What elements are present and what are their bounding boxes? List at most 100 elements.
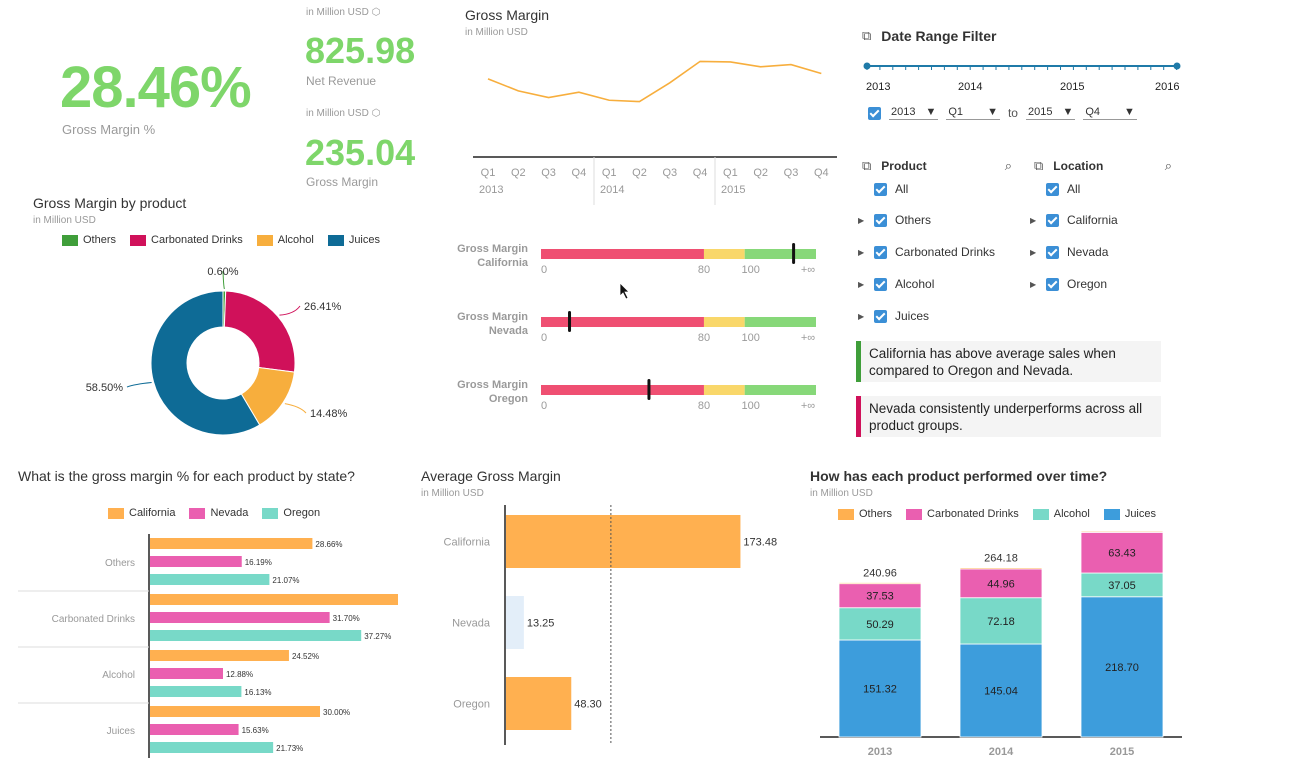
mouse-cursor-icon — [619, 282, 630, 300]
stacked-title: How has each product performed over time… — [810, 468, 1108, 484]
state-bar — [150, 742, 274, 753]
legend-label: Others — [859, 508, 893, 520]
legend-swatch — [189, 507, 206, 519]
stacked-total-label: 264.18 — [984, 553, 1018, 565]
dropdown-arrow-icon: ▼ — [1062, 106, 1074, 118]
legend-label: Nevada — [210, 507, 249, 519]
bullet-tick-label: +∞ — [801, 332, 815, 344]
bullet-marker — [647, 379, 651, 400]
donut-data-label: 58.50% — [86, 382, 124, 394]
stacked-segment — [959, 567, 1043, 570]
state-bar-label: 12.88% — [226, 670, 253, 679]
to-year-select[interactable]: 2015 ▼ — [1025, 106, 1076, 120]
donut-legend: Others Carbonated Drinks Alcohol Juices — [62, 234, 380, 246]
donut-slice — [223, 290, 296, 373]
x-tick-label: 2014 — [989, 746, 1014, 758]
from-quarter-select[interactable]: Q1 ▼ — [946, 106, 1000, 120]
slider-year-label: 2014 — [958, 81, 982, 93]
stacked-segment-label: 145.04 — [984, 686, 1018, 698]
gross-margin-pct-value: 28.46% — [60, 55, 252, 120]
legend-swatch — [838, 508, 854, 520]
category-label: Oregon — [453, 699, 490, 711]
donut-leader-line — [126, 382, 152, 388]
dropdown-arrow-icon: ▼ — [987, 106, 998, 118]
location-item-label: Oregon — [1067, 277, 1108, 291]
product-checkbox[interactable] — [874, 309, 887, 323]
state-bar — [150, 594, 398, 605]
x-tick-label: 2013 — [868, 746, 892, 758]
search-icon[interactable]: ⌕ — [1164, 158, 1172, 173]
x-tick-label: Q2 — [753, 167, 768, 179]
date-filter-header: ⧉ Date Range Filter — [862, 28, 996, 44]
date-range-slider[interactable]: 2013 2014 2015 2016 — [862, 58, 1192, 94]
bullet-marker — [792, 243, 796, 264]
legend-swatch — [1103, 508, 1120, 520]
slider-year-label: 2016 — [1155, 81, 1179, 93]
date-range-selects: 2013 ▼ Q1 ▼ to 2015 ▼ Q4 ▼ — [868, 106, 1137, 120]
location-filter-title: Location — [1053, 159, 1104, 173]
legend-label: Juices — [348, 234, 380, 246]
location-checkbox[interactable] — [1046, 277, 1059, 291]
location-item-label: Nevada — [1067, 245, 1109, 259]
donut-data-label: 0.60% — [207, 266, 238, 278]
expand-arrow-icon[interactable]: ▶ — [1030, 247, 1037, 257]
gross-margin-pct-label: Gross Margin % — [62, 122, 156, 137]
expand-arrow-icon[interactable]: ▶ — [858, 311, 865, 321]
location-all-label: All — [1067, 182, 1081, 196]
location-all-checkbox[interactable] — [1046, 182, 1059, 196]
product-checkbox[interactable] — [874, 277, 887, 291]
line-chart-title: Gross Margin — [465, 7, 550, 23]
slider-handle-end — [1173, 62, 1181, 70]
bullet-tick-label: 0 — [541, 332, 547, 344]
stacked-legend: Others Carbonated Drinks Alcohol Juices — [838, 508, 1156, 520]
stacked-segment — [959, 643, 1043, 738]
product-checkbox[interactable] — [874, 213, 887, 227]
search-icon[interactable]: ⌕ — [1004, 158, 1012, 173]
bullet-marker — [568, 311, 572, 332]
category-label: California — [444, 537, 491, 549]
net-revenue-label: Net Revenue — [306, 74, 377, 88]
x-year-label: 2015 — [721, 184, 745, 196]
legend-label: Others — [83, 234, 117, 246]
date-filter-title: Date Range Filter — [881, 28, 997, 44]
expand-arrow-icon[interactable]: ▶ — [858, 215, 865, 225]
bullet-label: California — [477, 257, 529, 269]
product-checkbox[interactable] — [874, 245, 887, 259]
x-tick-label: Q4 — [814, 167, 829, 179]
bullet-tick-label: 100 — [742, 332, 760, 344]
legend-label: Carbonated Drinks — [151, 234, 243, 246]
bullet-label: Nevada — [489, 325, 529, 337]
x-tick-label: Q4 — [693, 167, 708, 179]
bullet-label: Gross Margin — [457, 379, 528, 391]
from-year-select[interactable]: 2013 ▼ — [889, 106, 939, 120]
expand-arrow-icon[interactable]: ▶ — [858, 279, 865, 289]
legend-label: Juices — [1124, 508, 1156, 520]
x-tick-label: 2015 — [1110, 746, 1134, 758]
expand-arrow-icon[interactable]: ▶ — [1030, 215, 1037, 225]
legend-swatch — [108, 507, 124, 519]
x-tick-label: Q3 — [784, 167, 799, 179]
to-quarter-select[interactable]: Q4 ▼ — [1083, 106, 1137, 120]
filter-panel-icon: ⧉ — [862, 158, 872, 173]
avg-bar — [506, 515, 741, 568]
bullet-tick-label: 80 — [698, 400, 710, 412]
expand-arrow-icon[interactable]: ▶ — [1030, 279, 1037, 289]
product-all-checkbox[interactable] — [874, 182, 887, 196]
avg-bar — [506, 677, 572, 730]
legend-label: California — [129, 507, 176, 519]
net-revenue-unit: in Million USD ⬡ — [306, 7, 381, 18]
location-checkbox[interactable] — [1046, 245, 1059, 259]
slider-year-label: 2015 — [1060, 81, 1084, 93]
gross-margin-label: Gross Margin — [306, 175, 379, 189]
donut-slice — [150, 290, 261, 436]
expand-arrow-icon[interactable]: ▶ — [858, 247, 865, 257]
state-bar-label: 28.66% — [315, 540, 342, 549]
stacked-segment — [1080, 596, 1164, 738]
date-range-checkbox[interactable] — [868, 106, 881, 120]
gross-margin-value: 235.04 — [305, 132, 416, 173]
legend-label: Carbonated Drinks — [927, 508, 1019, 520]
location-checkbox[interactable] — [1046, 213, 1059, 227]
to-label: to — [1007, 106, 1018, 120]
note-nevada: Nevada consistently underperforms across… — [856, 396, 1161, 437]
bullet-range-fair — [703, 385, 745, 395]
